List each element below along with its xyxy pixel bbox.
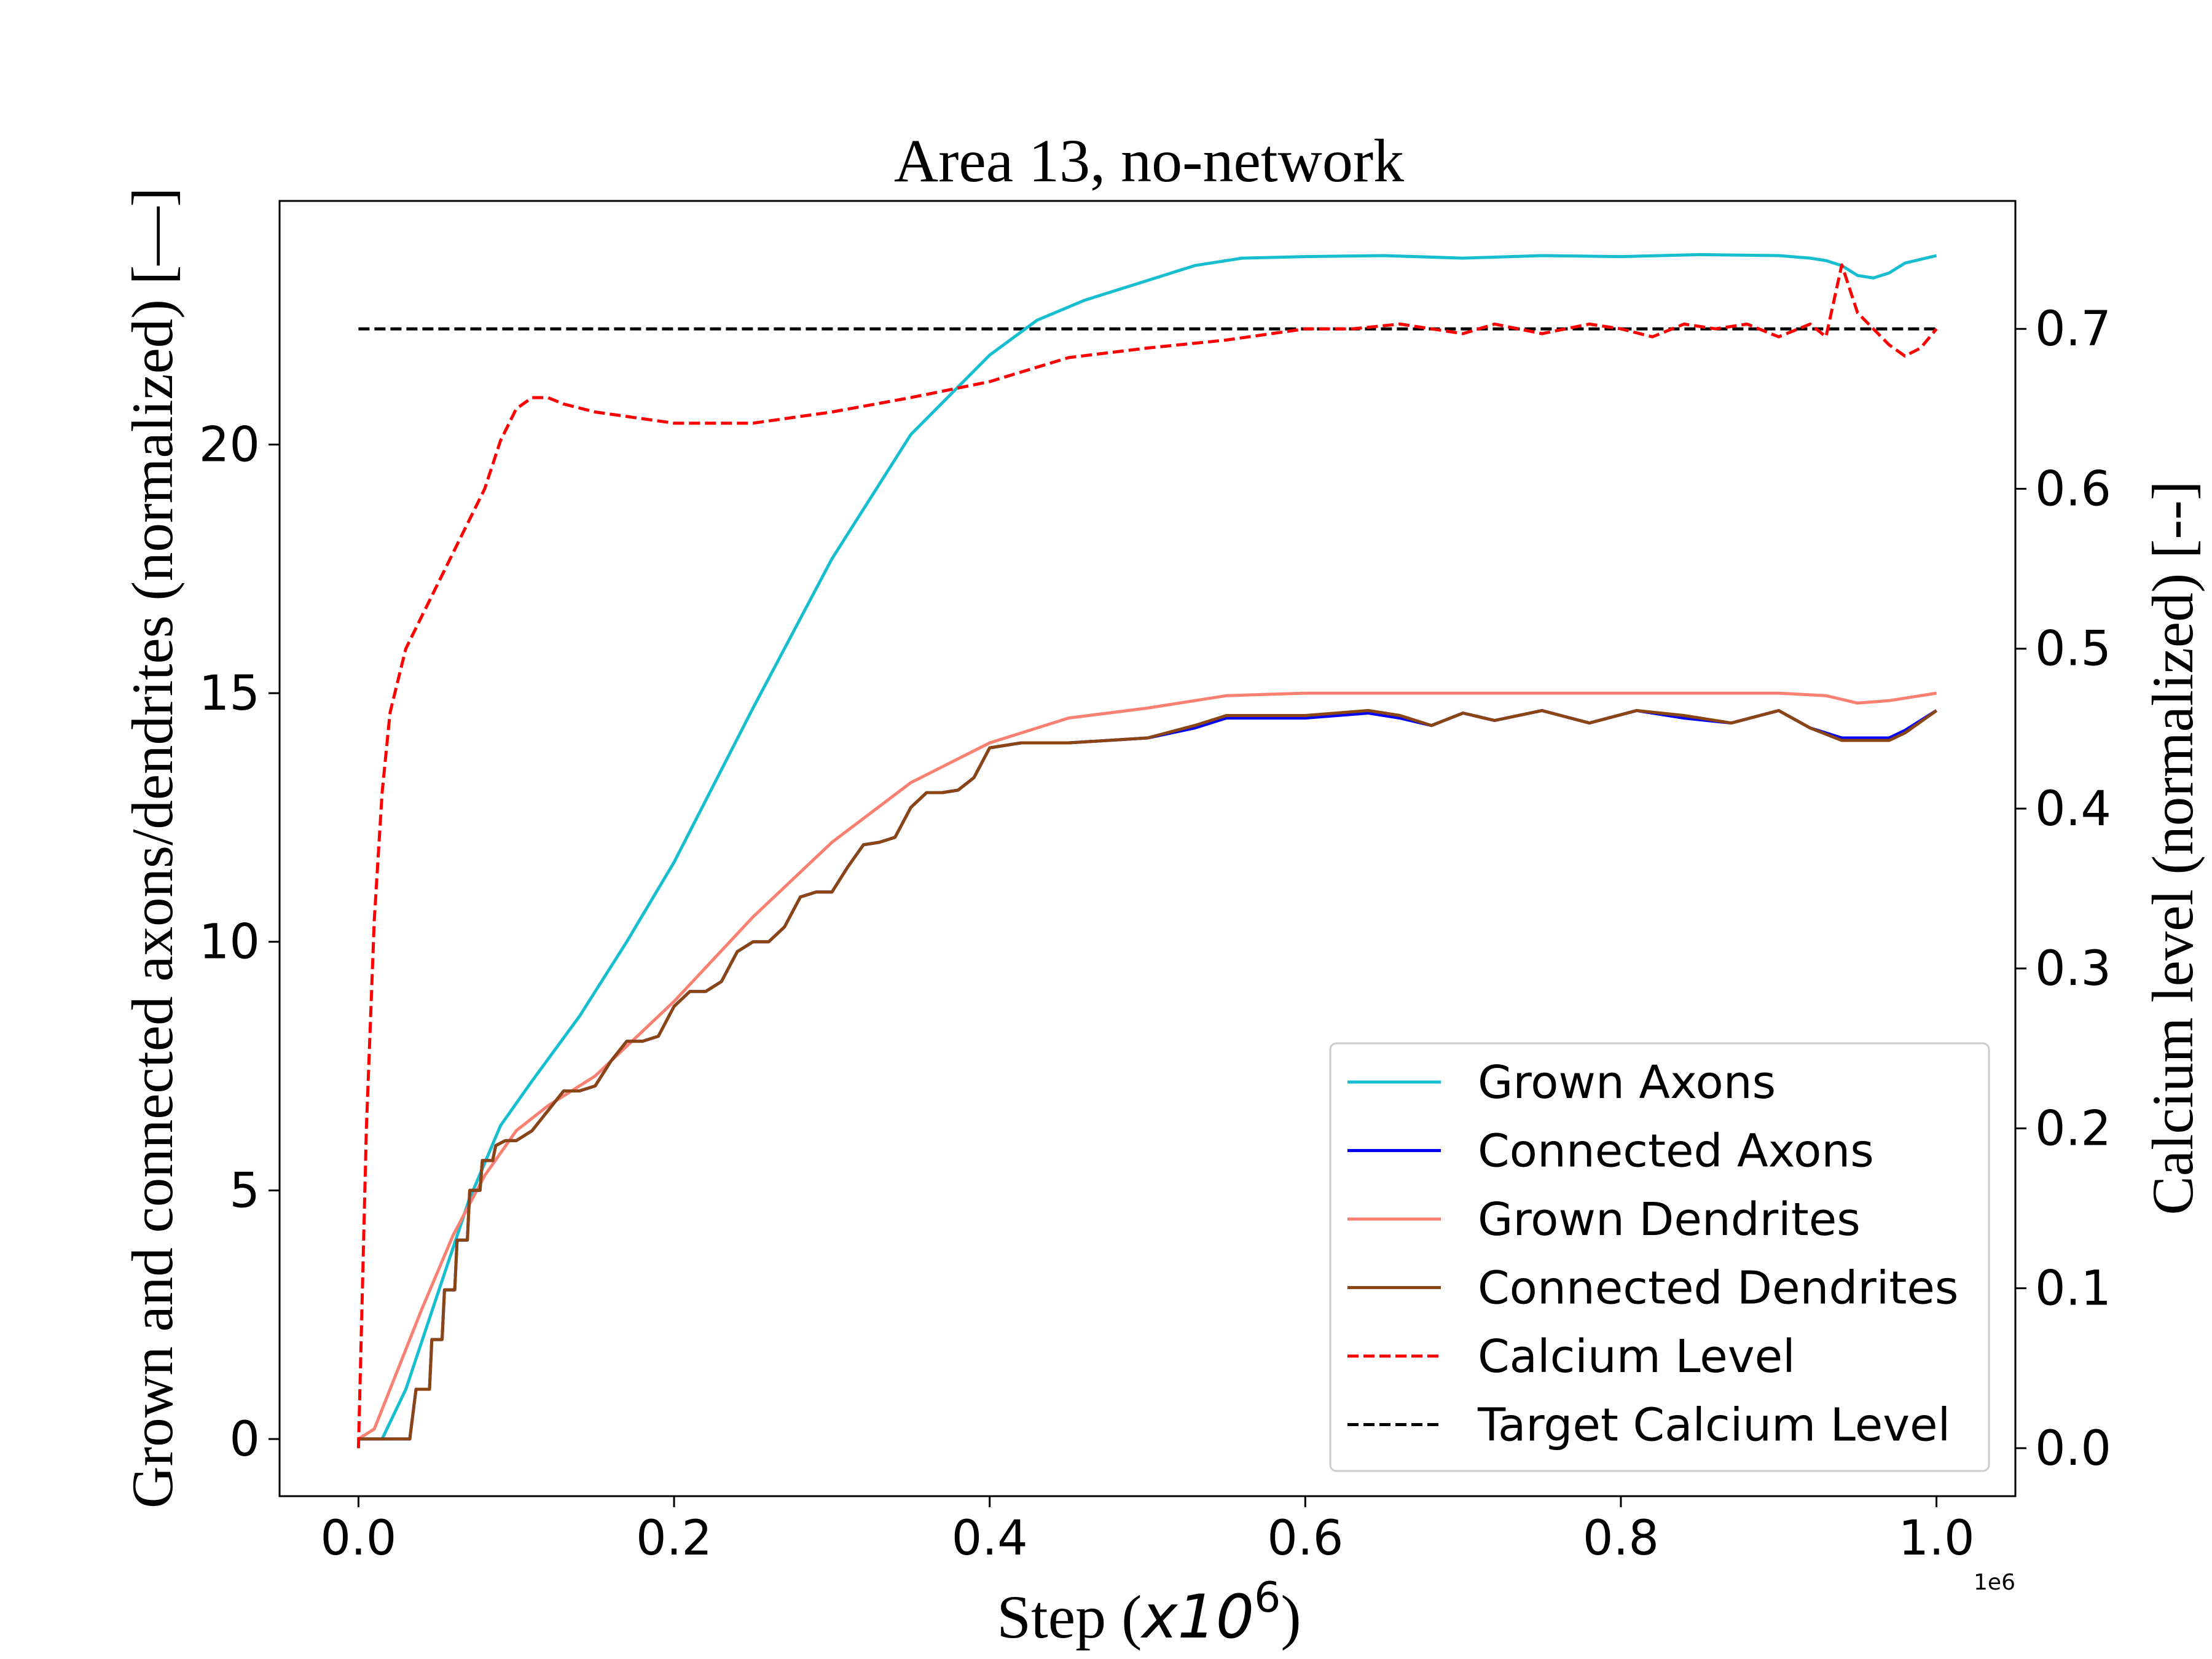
plot-area-frame [278,200,2017,1497]
y-tick-label: 5 [229,1163,260,1218]
x-axis-offset-label: 1e6 [1974,1570,2015,1595]
y-axis-right-label: Calcium level (normalized) [--] [2140,481,2205,1215]
x-tick-label: 0.2 [636,1511,712,1566]
y2-tick-label: 0.4 [2035,782,2111,837]
y2-tick-label: 0.7 [2035,302,2111,357]
legend-label: Grown Dendrites [1478,1193,1861,1246]
x-axis-label: Step (x106) [997,1574,1301,1652]
y2-tick-label: 0.0 [2035,1421,2111,1477]
x-axis-label-superscript: 6 [1254,1574,1281,1622]
legend-label: Connected Dendrites [1478,1262,1958,1315]
series-line-grown-axons [358,253,1937,1441]
legend: Grown Axons Connected Axons Grown Dendrite… [1329,1042,1990,1472]
x-tick-label: 0.8 [1583,1511,1659,1566]
legend-box [1329,1042,1990,1472]
legend-label: Grown Axons [1478,1056,1776,1109]
y-axis-left: 0 5 10 15 20 [199,418,280,1467]
y-tick-label: 10 [199,915,260,970]
y2-tick-label: 0.3 [2035,941,2111,997]
series-layer [356,253,1938,1448]
y-tick-label: 20 [199,418,260,473]
y2-tick-label: 0.6 [2035,461,2111,517]
x-axis-label-close: ) [1281,1583,1301,1651]
legend-label: Target Calcium Level [1477,1399,1950,1452]
series-line-connected-dendrites [358,708,1938,1441]
y-axis-left-label: Grown and connected axons/dendrites (nor… [120,187,185,1508]
y2-tick-label: 0.5 [2035,622,2111,677]
chart-title: Area 13, no-network [894,127,1404,195]
y2-tick-label: 0.2 [2035,1101,2111,1156]
x-axis-label-math: x10 [1140,1582,1254,1652]
x-axis: 0.0 0.2 0.4 0.6 0.8 1.0 [320,1496,1975,1566]
y-tick-label: 0 [229,1412,260,1467]
x-tick-label: 0.0 [320,1511,396,1566]
x-tick-label: 0.4 [952,1511,1028,1566]
x-tick-label: 1.0 [1899,1511,1975,1566]
y-tick-label: 15 [199,666,260,721]
y-axis-right: 0.0 0.1 0.2 0.3 0.4 0.5 0.6 0.7 [2015,302,2111,1477]
series-line-calcium-level [356,263,1938,1448]
legend-label: Calcium Level [1478,1330,1795,1383]
x-tick-label: 0.6 [1267,1511,1343,1566]
x-axis-label-text: Step ( [997,1583,1142,1651]
legend-label: Connected Axons [1478,1125,1874,1178]
y2-tick-label: 0.1 [2035,1261,2111,1317]
